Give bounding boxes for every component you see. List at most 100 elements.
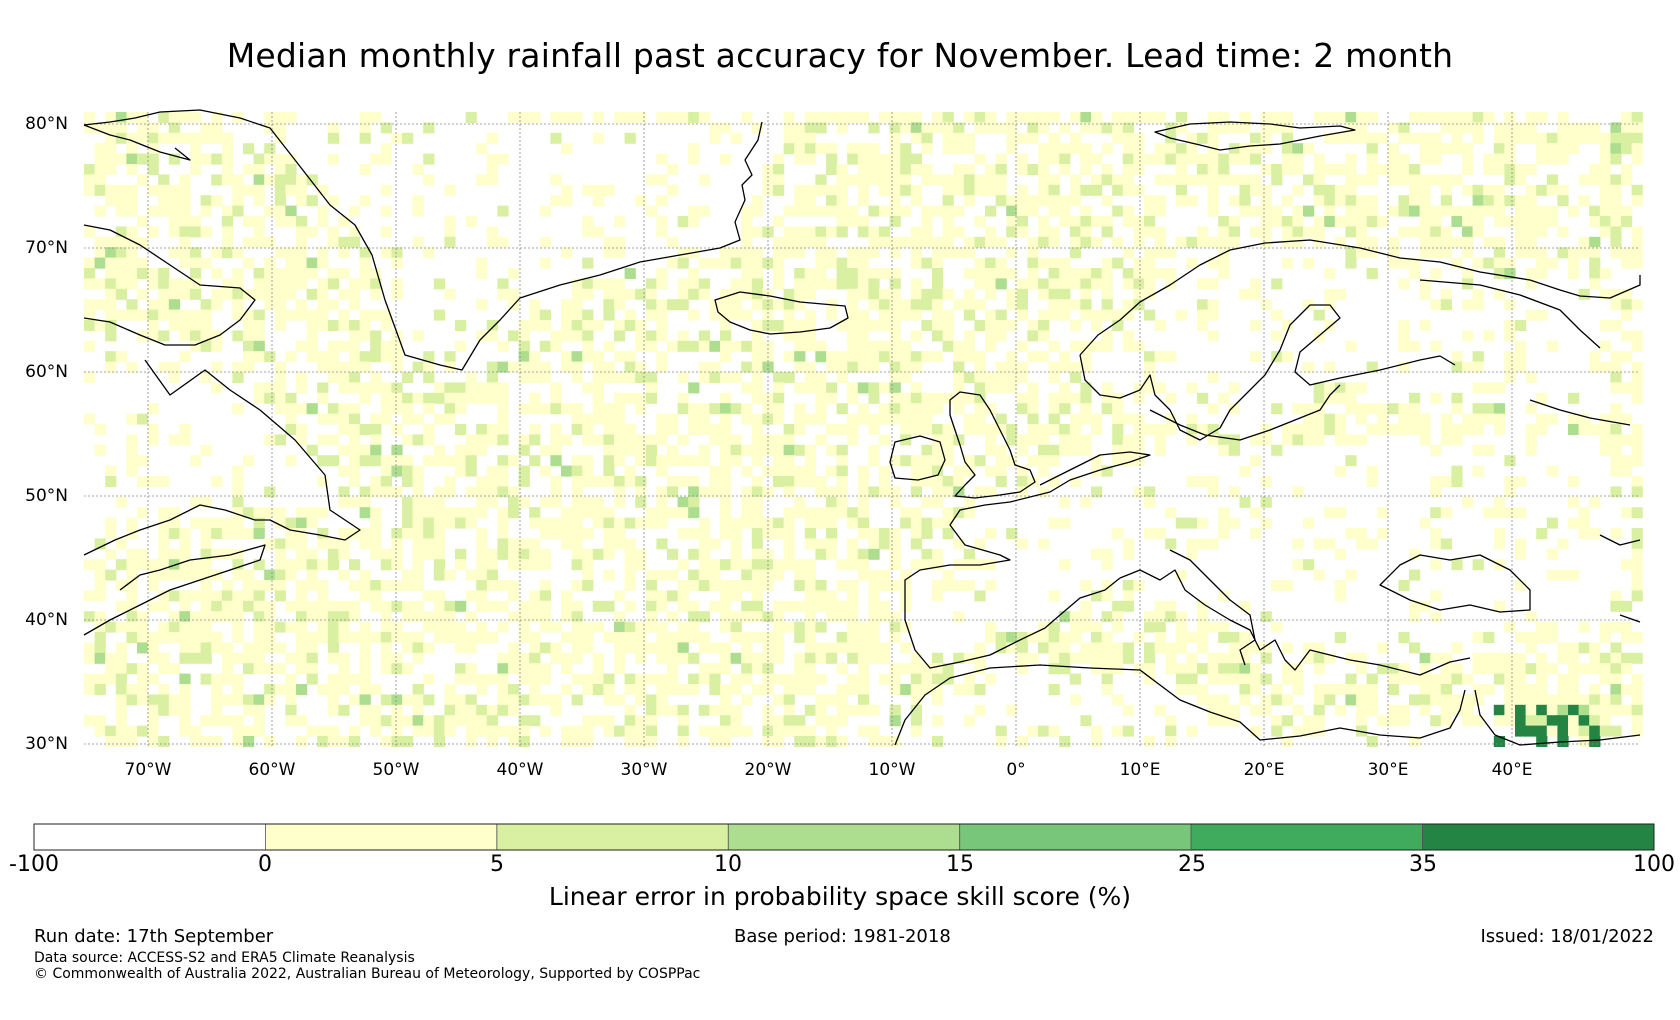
skill-cell bbox=[317, 247, 328, 258]
skill-cell bbox=[837, 715, 848, 726]
skill-cell bbox=[752, 601, 763, 612]
skill-cell bbox=[572, 424, 583, 435]
skill-cell bbox=[582, 674, 593, 685]
skill-cell bbox=[614, 330, 625, 341]
skill-cell bbox=[773, 382, 784, 393]
skill-cell bbox=[381, 393, 392, 404]
skill-cell bbox=[1176, 164, 1187, 175]
skill-cell bbox=[699, 445, 710, 456]
skill-cell bbox=[1610, 216, 1621, 227]
skill-cell bbox=[497, 622, 508, 633]
skill-cell bbox=[487, 580, 498, 591]
skill-cell bbox=[338, 403, 349, 414]
skill-cell bbox=[413, 466, 424, 477]
skill-cell bbox=[222, 674, 233, 685]
skill-cell bbox=[1610, 705, 1621, 716]
skill-cell bbox=[784, 445, 795, 456]
skill-cell bbox=[815, 403, 826, 414]
skill-cell bbox=[158, 590, 169, 601]
skill-cell bbox=[1504, 320, 1515, 331]
skill-cell bbox=[1600, 216, 1611, 227]
skill-cell bbox=[264, 278, 275, 289]
skill-cell bbox=[1335, 112, 1346, 123]
skill-cell bbox=[1589, 216, 1600, 227]
skill-cell bbox=[95, 715, 106, 726]
skill-cell bbox=[911, 154, 922, 165]
skill-cell bbox=[1282, 694, 1293, 705]
skill-cell bbox=[434, 393, 445, 404]
skill-cell bbox=[1197, 622, 1208, 633]
skill-cell bbox=[349, 382, 360, 393]
skill-cell bbox=[1282, 226, 1293, 237]
skill-cell bbox=[105, 663, 116, 674]
skill-cell bbox=[519, 549, 530, 560]
skill-cell bbox=[222, 580, 233, 591]
skill-cell bbox=[953, 393, 964, 404]
skill-cell bbox=[868, 299, 879, 310]
skill-cell bbox=[1547, 726, 1558, 737]
skill-cell bbox=[974, 590, 985, 601]
skill-cell bbox=[211, 632, 222, 643]
skill-cell bbox=[1250, 226, 1261, 237]
skill-cell bbox=[455, 715, 466, 726]
skill-cell bbox=[201, 736, 212, 747]
skill-cell bbox=[858, 382, 869, 393]
skill-cell bbox=[635, 372, 646, 383]
skill-cell bbox=[1303, 362, 1314, 373]
skill-cell bbox=[709, 372, 720, 383]
skill-cell bbox=[137, 455, 148, 466]
skill-cell bbox=[105, 154, 116, 165]
skill-cell bbox=[116, 663, 127, 674]
skill-cell bbox=[1345, 528, 1356, 539]
skill-cell bbox=[402, 497, 413, 508]
skill-cell bbox=[985, 278, 996, 289]
skill-cell bbox=[296, 258, 307, 269]
skill-cell bbox=[699, 414, 710, 425]
skill-cell bbox=[1197, 663, 1208, 674]
skill-cell bbox=[805, 663, 816, 674]
skill-cell bbox=[158, 528, 169, 539]
skill-cell bbox=[1536, 414, 1547, 425]
skill-cell bbox=[625, 622, 636, 633]
skill-cell bbox=[1568, 268, 1579, 279]
skill-cell bbox=[1345, 455, 1356, 466]
skill-cell bbox=[1430, 174, 1441, 185]
skill-cell bbox=[1197, 393, 1208, 404]
skill-cell bbox=[1557, 653, 1568, 664]
skill-cell bbox=[646, 445, 657, 456]
skill-cell bbox=[1049, 341, 1060, 352]
skill-cell bbox=[211, 247, 222, 258]
skill-cell bbox=[179, 330, 190, 341]
skill-cell bbox=[879, 299, 890, 310]
skill-cell bbox=[158, 694, 169, 705]
skill-cell bbox=[84, 414, 95, 425]
skill-cell bbox=[1027, 206, 1038, 217]
skill-cell bbox=[455, 559, 466, 570]
skill-cell bbox=[285, 403, 296, 414]
skill-cell bbox=[1367, 705, 1378, 716]
skill-cell bbox=[1102, 684, 1113, 695]
skill-cell bbox=[985, 559, 996, 570]
skill-cell bbox=[1080, 393, 1091, 404]
skill-cell bbox=[1494, 164, 1505, 175]
skill-cell bbox=[678, 278, 689, 289]
skill-cell bbox=[826, 382, 837, 393]
skill-cell bbox=[338, 320, 349, 331]
data-source: Data source: ACCESS-S2 and ERA5 Climate … bbox=[34, 950, 415, 966]
skill-cell bbox=[911, 538, 922, 549]
skill-cell bbox=[890, 133, 901, 144]
skill-cell bbox=[508, 726, 519, 737]
skill-cell bbox=[1197, 684, 1208, 695]
skill-cell bbox=[1589, 663, 1600, 674]
skill-cell bbox=[423, 715, 434, 726]
skill-cell bbox=[1536, 653, 1547, 664]
skill-cell bbox=[222, 611, 233, 622]
skill-cell bbox=[137, 476, 148, 487]
skill-cell bbox=[784, 518, 795, 529]
skill-cell bbox=[1123, 174, 1134, 185]
skill-cell bbox=[1250, 663, 1261, 674]
skill-cell bbox=[1462, 414, 1473, 425]
skill-cell bbox=[1070, 434, 1081, 445]
skill-cell bbox=[148, 299, 159, 310]
skill-cell bbox=[667, 299, 678, 310]
